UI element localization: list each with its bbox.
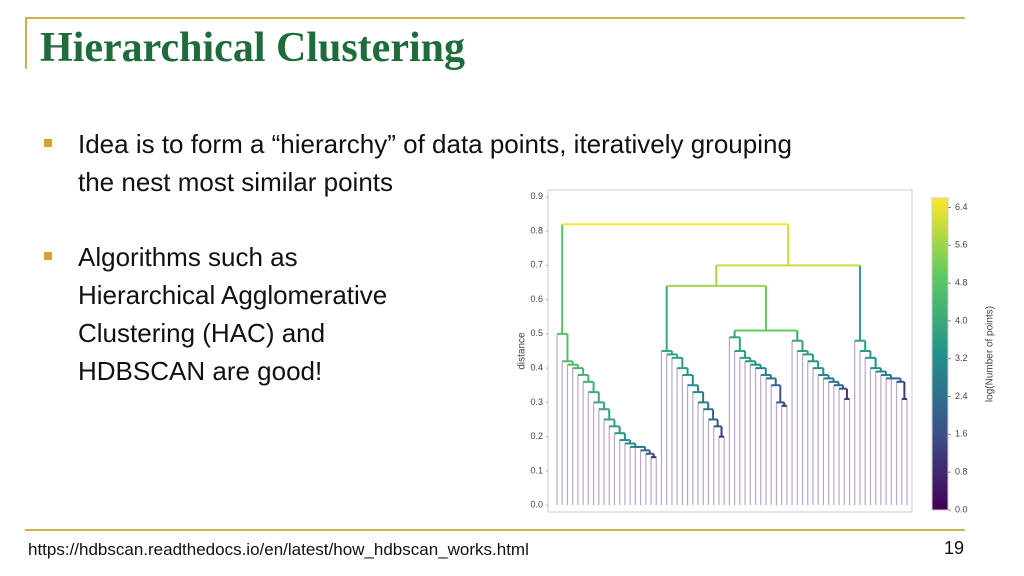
bullet: Algorithms such as Hierarchical Agglomer… bbox=[44, 238, 388, 390]
colorbar-tick-label: 4.8 bbox=[955, 277, 968, 287]
y-tick-label: 0.4 bbox=[530, 363, 543, 373]
colorbar-tick-label: 6.4 bbox=[955, 202, 968, 212]
left-rule bbox=[25, 17, 27, 69]
colorbar-tick-label: 2.4 bbox=[955, 391, 968, 401]
bullet-text: Hierarchical Agglomerative bbox=[78, 280, 388, 310]
y-tick-label: 0.9 bbox=[530, 191, 543, 201]
bullet-text: HDBSCAN are good! bbox=[78, 356, 323, 386]
plot-frame bbox=[547, 189, 913, 513]
dendrogram-chart: distance log(Number of points) 0.0 0.1 0.2… bbox=[517, 189, 996, 514]
bullet-marker bbox=[44, 252, 52, 260]
bullet-text: Algorithms such as bbox=[78, 242, 298, 272]
y-tick-label: 0.2 bbox=[530, 431, 543, 441]
colorbar-label: log(Number of points) bbox=[985, 306, 996, 402]
y-tick-label: 0.7 bbox=[530, 260, 543, 270]
bullet-text: Idea is to form a “hierarchy” of data po… bbox=[78, 129, 792, 159]
bullet: Idea is to form a “hierarchy” of data po… bbox=[44, 125, 792, 201]
colorbar-tick-label: 0.8 bbox=[955, 467, 968, 477]
colorbar-tick-label: 1.6 bbox=[955, 429, 968, 439]
slide-title: Hierarchical Clustering bbox=[40, 25, 465, 71]
colorbar-tick-label: 0.0 bbox=[955, 504, 968, 514]
bullet-text: the nest most similar points bbox=[78, 167, 394, 197]
colorbar-tick-label: 3.2 bbox=[955, 353, 968, 363]
footer-url: https://hdbscan.readthedocs.io/en/latest… bbox=[28, 540, 529, 559]
bullet-text: Clustering (HAC) and bbox=[78, 318, 326, 348]
bullet-marker bbox=[44, 139, 52, 147]
top-rule bbox=[25, 17, 965, 19]
page-number: 19 bbox=[944, 538, 965, 558]
y-tick-label: 0.8 bbox=[530, 225, 543, 235]
bottom-rule bbox=[25, 529, 965, 531]
y-tick-label: 0.5 bbox=[530, 328, 543, 338]
y-tick-label: 0.0 bbox=[530, 500, 543, 510]
y-axis-label: distance bbox=[517, 332, 528, 370]
y-tick-label: 0.6 bbox=[530, 294, 543, 304]
colorbar bbox=[931, 197, 949, 511]
y-tick-label: 0.3 bbox=[530, 397, 543, 407]
colorbar-tick-label: 4.0 bbox=[955, 315, 968, 325]
colorbar-tick-label: 5.6 bbox=[955, 240, 968, 250]
y-tick-label: 0.1 bbox=[530, 465, 543, 475]
